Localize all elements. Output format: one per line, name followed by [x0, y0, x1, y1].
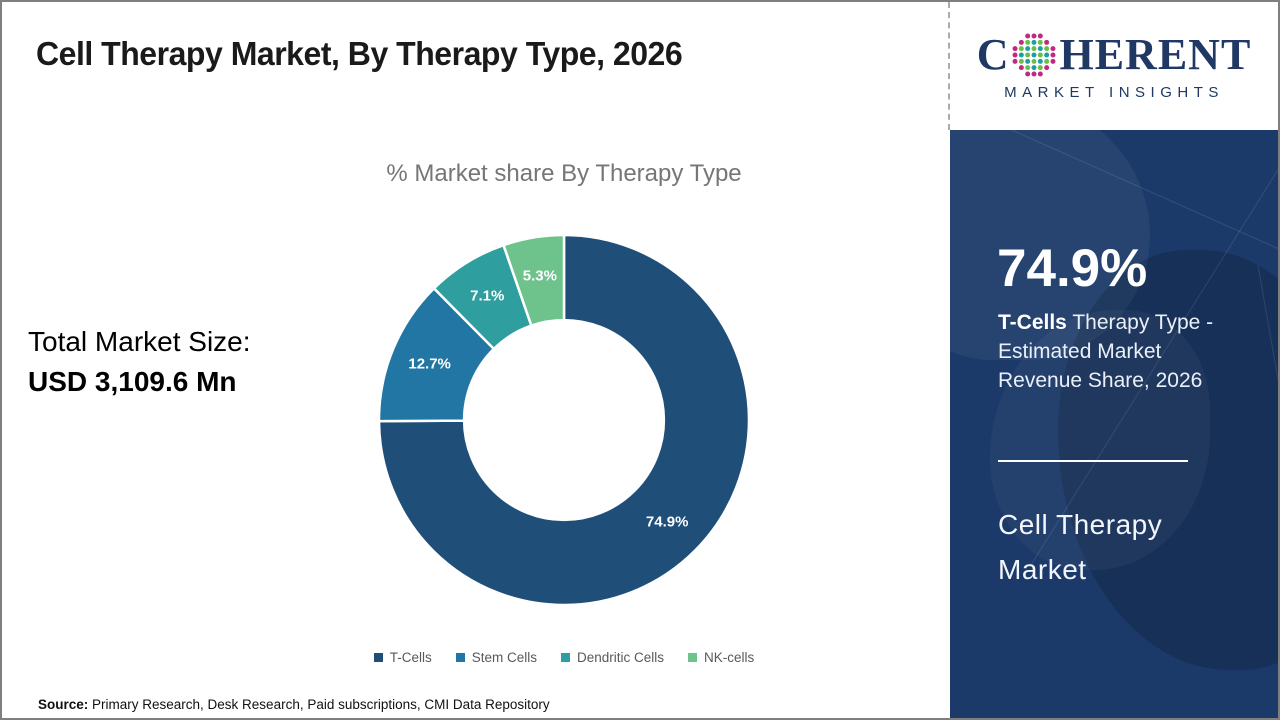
globe-dot	[1044, 39, 1050, 45]
globe-dot	[1031, 70, 1037, 76]
legend-swatch	[688, 653, 698, 662]
chart-slice-t-cells	[377, 233, 751, 607]
brand-letters-rest: HERENT	[1059, 29, 1252, 79]
chart-slice-nk-cells	[502, 233, 566, 327]
page-title: Cell Therapy Market, By Therapy Type, 20…	[36, 35, 683, 72]
legend-swatch	[373, 653, 383, 662]
globe-dot	[1031, 45, 1037, 51]
brand-letter-c: C	[976, 29, 1010, 79]
globe-dot	[1019, 64, 1025, 70]
globe-dot	[1031, 52, 1037, 57]
slice-label: 5.3%	[523, 268, 557, 285]
globe-dot	[1050, 45, 1056, 51]
legend-item-stem-cells: Stem Cells	[455, 650, 537, 665]
globe-dot	[1025, 45, 1031, 51]
legend-item-t-cells: T-Cells	[373, 650, 432, 665]
panel-market-title: Cell Therapy Market	[998, 509, 1163, 585]
legend-swatch	[455, 653, 465, 662]
globe-dot	[1025, 39, 1031, 45]
globe-dot	[1038, 64, 1044, 70]
globe-dot	[1038, 45, 1044, 51]
globe-dot	[1025, 70, 1031, 76]
panel-stat-description-bold: T-Cells	[998, 311, 1067, 334]
slice-label: 12.7%	[408, 355, 451, 372]
slice-label: 7.1%	[470, 287, 504, 304]
globe-dot	[1038, 39, 1044, 45]
globe-dot	[1025, 52, 1031, 57]
panel-stat-description-rest: Therapy Type - Estimated Market Revenue …	[998, 311, 1214, 392]
source-label: Source:	[38, 697, 89, 712]
globe-dot	[1038, 52, 1044, 57]
globe-dot	[1025, 58, 1031, 64]
source-note: Source: Primary Research, Desk Research,…	[38, 697, 550, 712]
globe-dot	[1044, 52, 1050, 57]
legend-item-dendritic-cells: Dendritic Cells	[560, 650, 665, 665]
panel-stat-value: 74.9%	[997, 239, 1148, 298]
legend-item-nk-cells: NK-cells	[688, 650, 754, 665]
globe-dot	[1031, 33, 1037, 39]
globe-dot	[1019, 39, 1025, 45]
globe-dot	[1013, 58, 1018, 64]
donut-chart: 74.9% 12.7% 7.1% 5.3%	[374, 230, 754, 610]
globe-dot	[1019, 52, 1025, 57]
globe-dot	[1038, 58, 1044, 64]
donut-chart-svg: 74.9% 12.7% 7.1% 5.3%	[377, 233, 751, 607]
source-text: Primary Research, Desk Research, Paid su…	[88, 697, 550, 712]
panel-divider	[998, 460, 1188, 462]
globe-dot	[1013, 45, 1018, 51]
brand-subtitle: MARKET INSIGHTS	[1004, 83, 1224, 101]
total-market-size: Total Market Size: USD 3,109.6 Mn	[28, 326, 251, 398]
chart-legend: T-Cells Stem Cells Dendritic Cells NK-cells	[224, 650, 904, 665]
globe-dot	[1031, 64, 1037, 70]
slice-label: 74.9%	[646, 513, 689, 530]
map-graticule-line	[1257, 264, 1278, 718]
globe-dot	[1025, 64, 1031, 70]
globe-dot	[1038, 70, 1044, 76]
globe-dot	[1019, 45, 1025, 51]
globe-dot	[1031, 39, 1037, 45]
globe-dot	[1025, 33, 1031, 39]
globe-dot	[1044, 64, 1050, 70]
total-market-label: Total Market Size:	[28, 326, 251, 357]
globe-dot	[1013, 52, 1018, 57]
brand-globe-icon	[1013, 33, 1056, 76]
chart-title: % Market share By Therapy Type	[386, 160, 742, 187]
globe-dot	[1044, 58, 1050, 64]
globe-dot	[1038, 33, 1044, 39]
globe-dot	[1044, 45, 1050, 51]
globe-dot	[1050, 58, 1056, 64]
side-panel: 74.9% T-Cells Therapy Type - Estimated M…	[950, 130, 1278, 718]
globe-dot	[1031, 58, 1037, 64]
total-market-value: USD 3,109.6 Mn	[28, 366, 237, 397]
legend-swatch	[560, 653, 570, 662]
legend-label: T-Cells	[389, 650, 432, 665]
brand-logo-row: C HERENT	[977, 32, 1252, 78]
globe-dot	[1019, 58, 1025, 64]
legend-label: NK-cells	[704, 650, 755, 665]
brand-logo: C HERENT MARKET INSIGHTS	[948, 2, 1278, 130]
globe-dot	[1050, 52, 1056, 57]
legend-label: Stem Cells	[471, 650, 537, 665]
panel-stat-description: T-Cells Therapy Type - Estimated Market …	[998, 308, 1226, 395]
legend-label: Dendritic Cells	[576, 650, 665, 665]
